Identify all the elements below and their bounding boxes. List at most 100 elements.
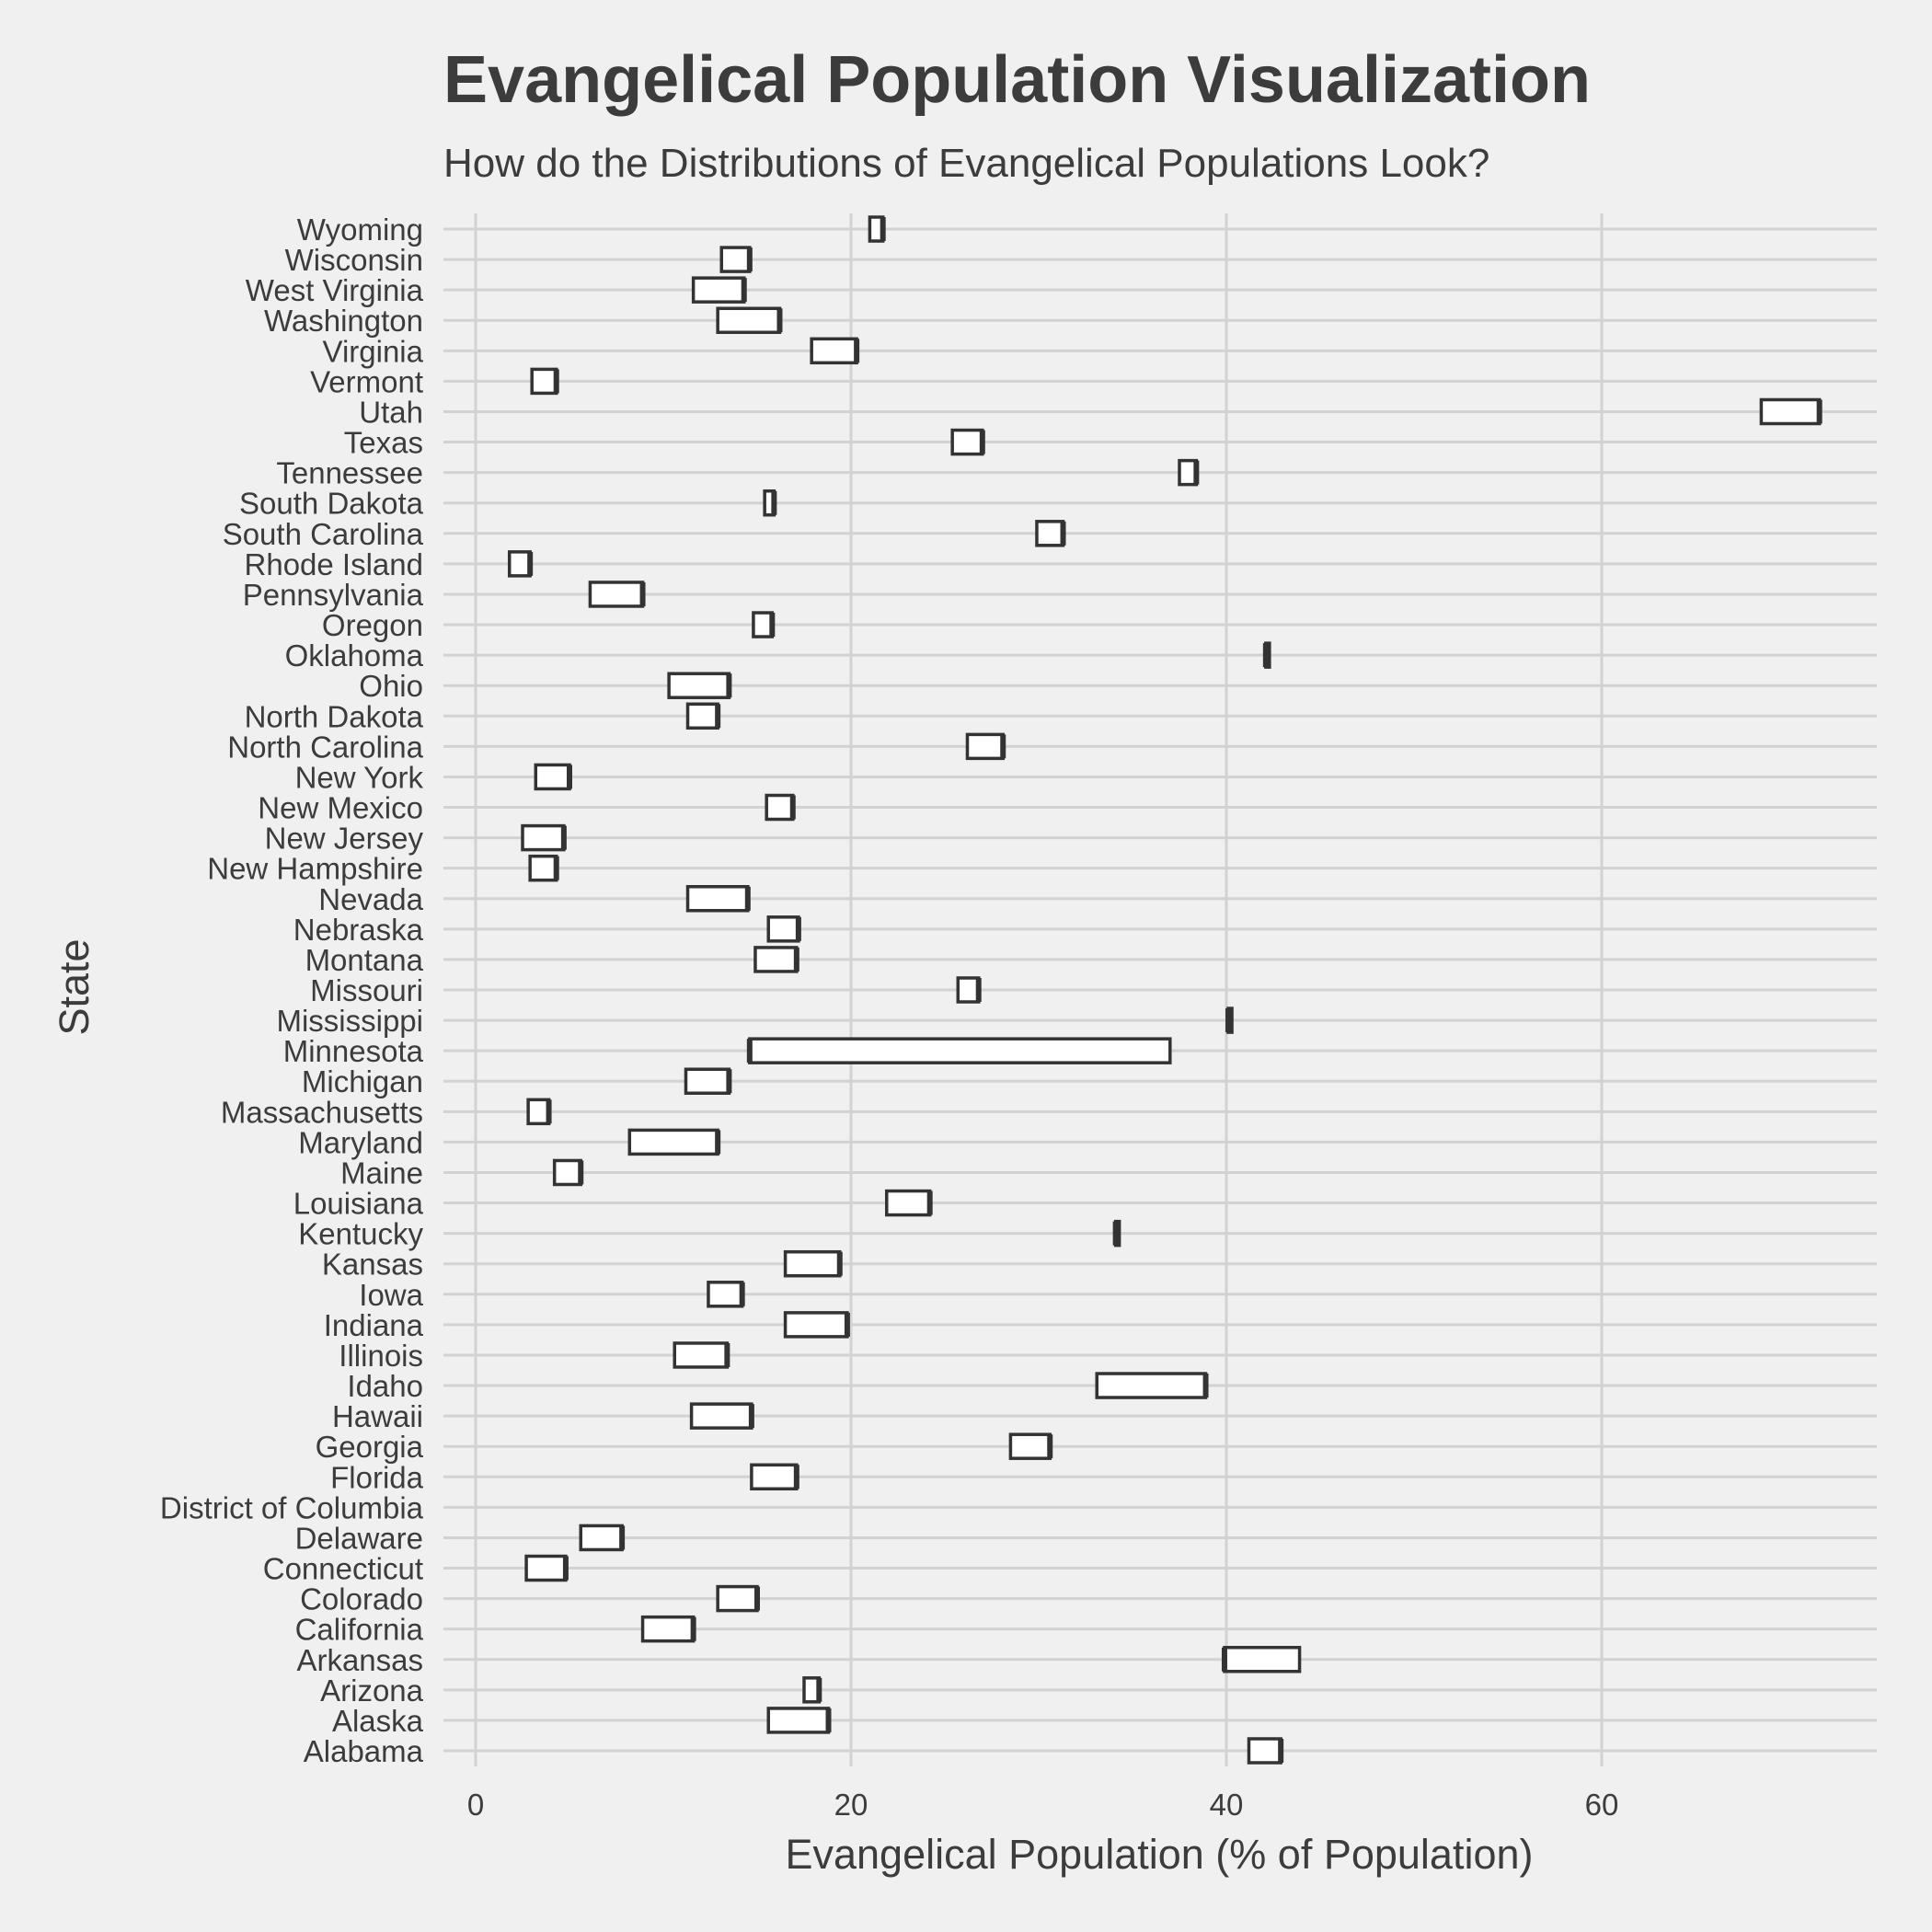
box-new-york — [534, 763, 571, 791]
y-tick-label: Pennsylvania — [243, 578, 424, 612]
box-iowa — [707, 1281, 744, 1308]
y-tick-label: Wyoming — [297, 213, 423, 247]
y-tick-label: District of Columbia — [160, 1490, 424, 1524]
box-maine — [552, 1158, 582, 1187]
y-tick-label: Texas — [344, 426, 423, 460]
box-new-mexico — [765, 793, 795, 822]
y-tick-label: Oregon — [322, 608, 423, 642]
box-minnesota — [748, 1037, 1172, 1064]
x-tick-label: 0 — [467, 1788, 484, 1822]
y-tick-label: New Jersey — [265, 822, 424, 856]
box-illinois — [673, 1341, 730, 1369]
box-texas — [950, 428, 984, 456]
box-vermont — [530, 367, 558, 396]
box-nebraska — [766, 915, 800, 943]
box-california — [640, 1615, 696, 1643]
y-tick-label: Maine — [340, 1156, 423, 1190]
y-tick-label: Colorado — [300, 1582, 423, 1616]
box-kansas — [783, 1249, 842, 1278]
box-nevada — [685, 885, 750, 913]
box-maryland — [627, 1128, 719, 1156]
box-massachusetts — [526, 1098, 551, 1126]
y-tick-label: Vermont — [310, 364, 423, 398]
y-tick-label: Minnesota — [283, 1034, 424, 1068]
y-tick-label: Utah — [359, 395, 423, 429]
y-tick-label: California — [295, 1613, 424, 1647]
box-utah — [1759, 397, 1822, 426]
box-new-hampshire — [528, 854, 558, 882]
y-tick-label: Ohio — [359, 669, 423, 703]
box-louisiana — [885, 1189, 932, 1217]
y-tick-label: North Dakota — [245, 699, 424, 733]
y-tick-label: West Virginia — [246, 273, 424, 307]
y-tick-label: Alaska — [332, 1704, 424, 1738]
y-tick-label: Arkansas — [296, 1643, 423, 1677]
box-pennsylvania — [588, 581, 645, 608]
x-axis-title: Evangelical Population (% of Population) — [785, 1831, 1533, 1878]
box-washington — [716, 306, 782, 334]
y-tick-label: Florida — [330, 1460, 424, 1494]
y-tick-label: Connecticut — [263, 1552, 423, 1586]
y-tick-label: Mississippi — [276, 1004, 423, 1038]
y-tick-label: South Carolina — [223, 517, 424, 551]
y-tick-label: North Carolina — [227, 730, 423, 764]
chart-subtitle: How do the Distributions of Evangelical … — [443, 141, 1489, 186]
box-delaware — [579, 1524, 624, 1552]
gridlines — [443, 213, 1877, 1766]
y-tick-label: Rhode Island — [245, 547, 423, 581]
box-virginia — [810, 337, 858, 365]
box-alabama — [1247, 1737, 1282, 1765]
box-florida — [750, 1463, 799, 1491]
y-tick-label: Washington — [264, 304, 423, 338]
y-tick-labels: AlabamaAlaskaArizonaArkansasCaliforniaCo… — [160, 213, 424, 1768]
y-tick-label: Georgia — [316, 1430, 424, 1464]
y-tick-label: Arizona — [320, 1673, 424, 1708]
y-tick-label: Nevada — [318, 882, 423, 916]
x-tick-labels: 0 20 40 60 — [467, 1788, 1619, 1822]
y-tick-label: Michigan — [302, 1064, 423, 1098]
box-west-virginia — [691, 276, 746, 304]
box-north-dakota — [685, 702, 719, 730]
box-wisconsin — [719, 246, 752, 273]
y-tick-label: Louisiana — [293, 1187, 424, 1221]
x-tick-label: 40 — [1210, 1788, 1244, 1822]
boxes — [507, 215, 1823, 1765]
box-rhode-island — [507, 550, 532, 578]
y-tick-label: Kentucky — [298, 1217, 423, 1251]
y-tick-label: Iowa — [359, 1278, 423, 1312]
chart-title: Evangelical Population Visualization — [443, 43, 1591, 117]
box-missouri — [956, 976, 981, 1004]
y-tick-label: Missouri — [310, 973, 423, 1007]
box-montana — [753, 946, 799, 973]
y-tick-label: Illinois — [339, 1339, 423, 1373]
y-tick-label: Nebraska — [293, 913, 424, 947]
box-alaska — [766, 1707, 831, 1734]
box-georgia — [1008, 1432, 1052, 1460]
box-oregon — [752, 611, 775, 638]
y-tick-label: Oklahoma — [285, 638, 424, 673]
y-tick-label: Maryland — [298, 1125, 423, 1159]
y-tick-label: South Dakota — [239, 487, 424, 521]
box-north-carolina — [965, 732, 1005, 761]
y-tick-label: Idaho — [347, 1369, 423, 1403]
y-tick-label: New Mexico — [258, 791, 423, 825]
y-tick-label: Kansas — [322, 1248, 423, 1282]
box-south-carolina — [1035, 520, 1065, 547]
y-tick-label: Hawaii — [332, 1399, 423, 1433]
y-tick-label: Tennessee — [276, 456, 423, 490]
box-ohio — [667, 672, 731, 699]
box-hawaii — [689, 1402, 753, 1430]
box-indiana — [783, 1311, 849, 1339]
y-tick-label: Indiana — [324, 1308, 424, 1342]
x-tick-label: 60 — [1585, 1788, 1619, 1822]
y-tick-label: New York — [295, 760, 424, 794]
box-arkansas — [1223, 1646, 1302, 1673]
y-tick-label: Delaware — [295, 1521, 423, 1555]
y-tick-label: Alabama — [304, 1734, 424, 1768]
box-idaho — [1095, 1372, 1208, 1399]
y-tick-label: Wisconsin — [285, 243, 423, 277]
x-tick-label: 20 — [834, 1788, 868, 1822]
box-new-jersey — [521, 823, 566, 852]
